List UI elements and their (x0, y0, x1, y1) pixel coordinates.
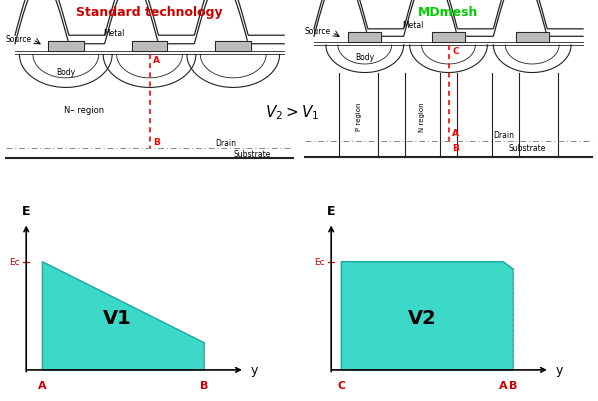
Polygon shape (132, 41, 167, 52)
Text: Ec: Ec (315, 257, 325, 267)
Text: y: y (251, 364, 258, 377)
Text: Body: Body (355, 53, 374, 62)
Text: A: A (499, 380, 508, 390)
Text: C: C (337, 380, 346, 390)
Text: Substrate: Substrate (508, 144, 545, 153)
Text: B: B (452, 144, 459, 152)
Text: Standard technology: Standard technology (76, 6, 223, 19)
Text: Metal: Metal (103, 29, 124, 38)
Text: B: B (153, 137, 160, 146)
Text: Drain: Drain (493, 131, 514, 140)
Text: Source: Source (6, 35, 32, 44)
Text: V1: V1 (103, 308, 132, 327)
Text: Source: Source (305, 27, 331, 36)
Polygon shape (348, 33, 382, 43)
Text: A: A (452, 129, 459, 138)
Text: P region: P region (356, 103, 362, 131)
Text: $V_2>V_1$: $V_2>V_1$ (264, 103, 319, 122)
Polygon shape (341, 262, 513, 370)
Text: N– region: N– region (63, 106, 104, 115)
Text: MDmesh: MDmesh (419, 6, 478, 19)
Text: E: E (327, 204, 335, 217)
Polygon shape (432, 33, 465, 43)
Text: Body: Body (56, 68, 75, 77)
Text: A: A (38, 380, 47, 390)
Text: E: E (22, 204, 30, 217)
Polygon shape (215, 41, 251, 52)
Text: Metal: Metal (402, 21, 423, 30)
Text: Drain: Drain (215, 139, 236, 148)
Text: N region: N region (419, 102, 425, 132)
Polygon shape (48, 41, 84, 52)
Text: Ec: Ec (10, 257, 20, 267)
Text: C: C (452, 47, 459, 56)
Polygon shape (515, 33, 548, 43)
Text: V2: V2 (408, 308, 437, 327)
Text: Substrate: Substrate (233, 149, 270, 158)
Text: B: B (200, 380, 209, 390)
Text: A: A (153, 56, 160, 65)
Polygon shape (42, 262, 205, 370)
Text: B: B (509, 380, 517, 390)
Text: y: y (556, 364, 563, 377)
